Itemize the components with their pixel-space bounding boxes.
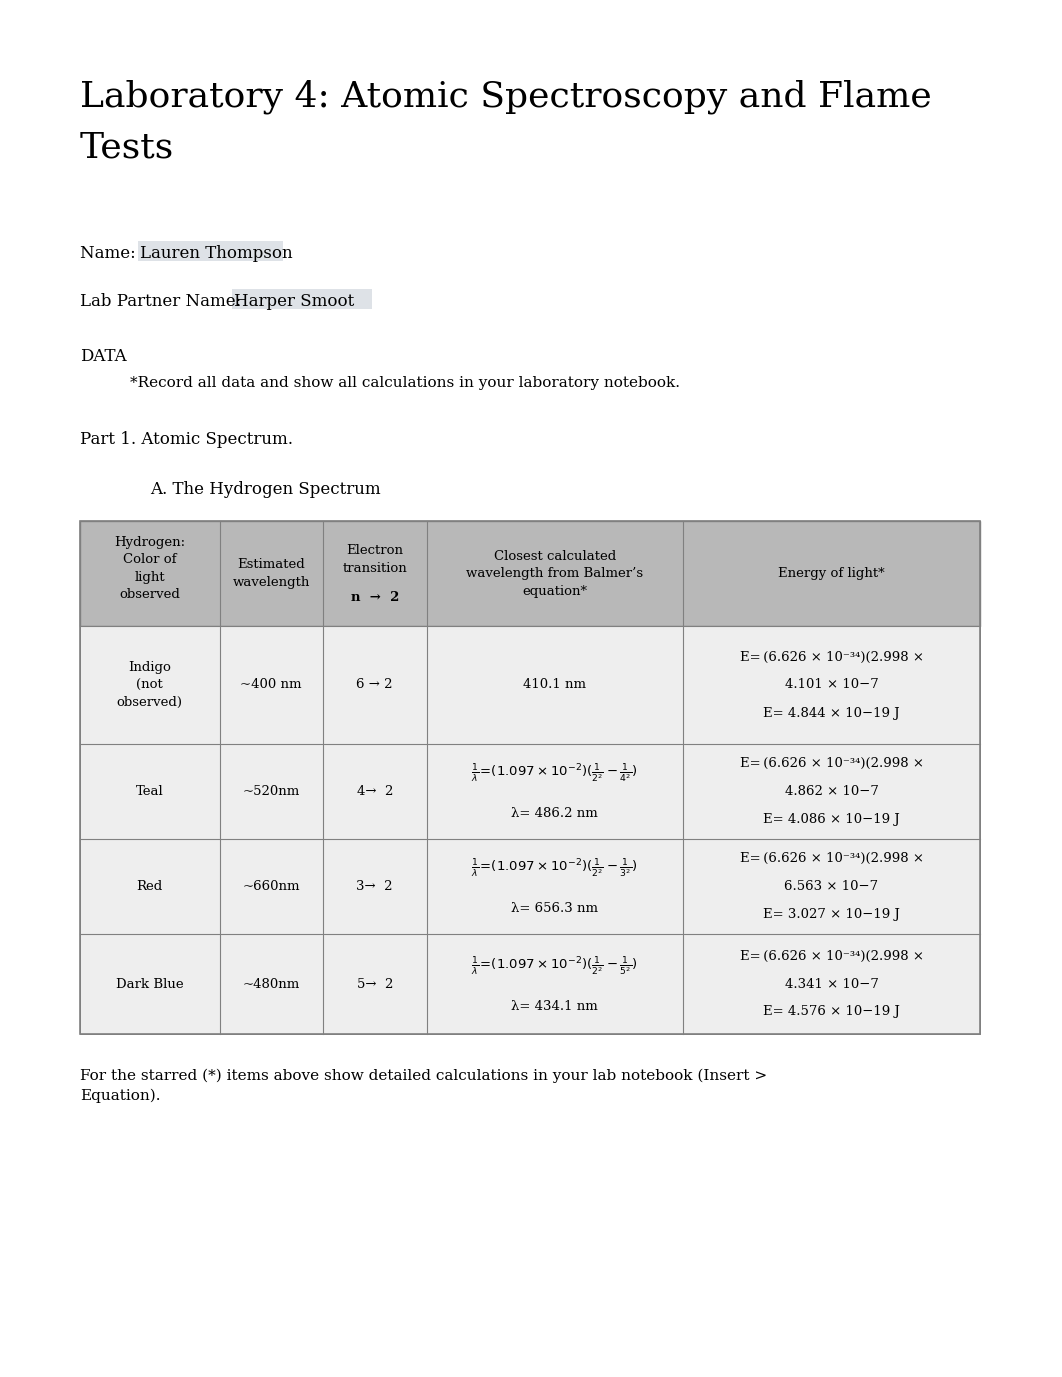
Text: Name:: Name: bbox=[80, 245, 141, 262]
Text: A. The Hydrogen Spectrum: A. The Hydrogen Spectrum bbox=[150, 481, 380, 498]
Text: Energy of light*: Energy of light* bbox=[778, 567, 885, 580]
FancyBboxPatch shape bbox=[80, 934, 980, 1034]
Text: λ= 486.2 nm: λ= 486.2 nm bbox=[512, 807, 598, 819]
Text: For the starred (*) items above show detailed calculations in your lab notebook : For the starred (*) items above show det… bbox=[80, 1069, 767, 1103]
Text: Electron
transition: Electron transition bbox=[342, 544, 407, 574]
Text: ~400 nm: ~400 nm bbox=[240, 679, 302, 691]
Text: Harper Smoot: Harper Smoot bbox=[234, 293, 355, 310]
Text: Teal: Teal bbox=[136, 785, 164, 799]
Text: 3→  2: 3→ 2 bbox=[357, 880, 393, 894]
Text: 4.862 × 10−7: 4.862 × 10−7 bbox=[785, 785, 878, 799]
FancyBboxPatch shape bbox=[80, 627, 980, 744]
Text: 4.341 × 10−7: 4.341 × 10−7 bbox=[785, 978, 878, 990]
Text: Lauren Thompson: Lauren Thompson bbox=[140, 245, 293, 262]
FancyBboxPatch shape bbox=[232, 289, 372, 308]
Text: Laboratory 4: Atomic Spectroscopy and Flame: Laboratory 4: Atomic Spectroscopy and Fl… bbox=[80, 80, 931, 114]
Text: ~480nm: ~480nm bbox=[242, 978, 299, 990]
Text: E= 3.027 × 10−19 J: E= 3.027 × 10−19 J bbox=[764, 907, 900, 921]
Text: 410.1 nm: 410.1 nm bbox=[524, 679, 586, 691]
Text: E= (6.626 × 10⁻³⁴)(2.998 ×: E= (6.626 × 10⁻³⁴)(2.998 × bbox=[739, 852, 924, 865]
FancyBboxPatch shape bbox=[138, 241, 282, 262]
Text: Dark Blue: Dark Blue bbox=[116, 978, 184, 990]
Text: λ= 656.3 nm: λ= 656.3 nm bbox=[511, 902, 598, 914]
Text: $\frac{1}{\lambda}$$\!=\!( 1.097 \times 10^{-2})(\frac{1}{2^2} - \frac{1}{4^2})$: $\frac{1}{\lambda}$$\!=\!( 1.097 \times … bbox=[472, 761, 638, 785]
Text: Indigo
(not
observed): Indigo (not observed) bbox=[117, 661, 183, 709]
Text: Estimated
wavelength: Estimated wavelength bbox=[233, 558, 310, 589]
Text: 6 → 2: 6 → 2 bbox=[357, 679, 393, 691]
Text: $\frac{1}{\lambda}$$\!=\!( 1.097 \times 10^{-2})(\frac{1}{2^2} - \frac{1}{5^2})$: $\frac{1}{\lambda}$$\!=\!( 1.097 \times … bbox=[472, 954, 638, 978]
Text: 4→  2: 4→ 2 bbox=[357, 785, 393, 799]
Text: Tests: Tests bbox=[80, 129, 174, 164]
FancyBboxPatch shape bbox=[80, 744, 980, 839]
FancyBboxPatch shape bbox=[80, 839, 980, 934]
Text: *Record all data and show all calculations in your laboratory notebook.: *Record all data and show all calculatio… bbox=[130, 376, 680, 390]
Text: ~660nm: ~660nm bbox=[242, 880, 299, 894]
Text: E= 4.844 × 10−19 J: E= 4.844 × 10−19 J bbox=[764, 706, 900, 720]
Text: λ= 434.1 nm: λ= 434.1 nm bbox=[512, 1000, 598, 1012]
Text: E= (6.626 × 10⁻³⁴)(2.998 ×: E= (6.626 × 10⁻³⁴)(2.998 × bbox=[739, 650, 924, 664]
Text: Red: Red bbox=[137, 880, 162, 894]
Text: 5→  2: 5→ 2 bbox=[357, 978, 393, 990]
Text: Part 1. Atomic Spectrum.: Part 1. Atomic Spectrum. bbox=[80, 431, 293, 448]
Text: $\frac{1}{\lambda}$$\!=\!( 1.097 \times 10^{-2})(\frac{1}{2^2} - \frac{1}{3^2})$: $\frac{1}{\lambda}$$\!=\!( 1.097 \times … bbox=[472, 856, 638, 880]
Bar bbox=[80, 521, 980, 1034]
FancyBboxPatch shape bbox=[80, 521, 980, 627]
Text: E= (6.626 × 10⁻³⁴)(2.998 ×: E= (6.626 × 10⁻³⁴)(2.998 × bbox=[739, 757, 924, 770]
Text: E= 4.086 × 10−19 J: E= 4.086 × 10−19 J bbox=[764, 812, 900, 826]
Text: Closest calculated
wavelength from Balmer’s
equation*: Closest calculated wavelength from Balme… bbox=[466, 549, 644, 598]
Text: E= (6.626 × 10⁻³⁴)(2.998 ×: E= (6.626 × 10⁻³⁴)(2.998 × bbox=[739, 950, 924, 963]
Text: ~520nm: ~520nm bbox=[242, 785, 299, 799]
Text: Hydrogen:
Color of
light
observed: Hydrogen: Color of light observed bbox=[115, 536, 185, 602]
Text: E= 4.576 × 10−19 J: E= 4.576 × 10−19 J bbox=[764, 1005, 900, 1019]
Text: Lab Partner Name:: Lab Partner Name: bbox=[80, 293, 246, 310]
Text: DATA: DATA bbox=[80, 348, 126, 365]
Text: 6.563 × 10−7: 6.563 × 10−7 bbox=[785, 880, 878, 894]
Text: 4.101 × 10−7: 4.101 × 10−7 bbox=[785, 679, 878, 691]
Text: n  →  2: n → 2 bbox=[350, 591, 399, 605]
